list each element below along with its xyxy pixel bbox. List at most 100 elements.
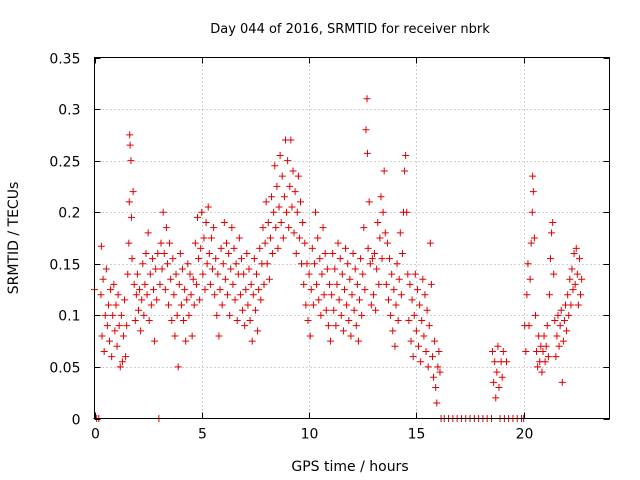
data-point — [256, 244, 264, 252]
data-point — [325, 280, 333, 288]
data-point — [205, 249, 213, 257]
data-point — [309, 301, 317, 309]
data-point — [288, 203, 296, 211]
data-point — [236, 291, 244, 299]
data-point — [200, 234, 208, 242]
data-point — [531, 311, 539, 319]
data-point — [551, 317, 559, 325]
data-point — [165, 301, 173, 309]
y-tick-label: 0.2 — [58, 206, 80, 222]
data-point — [97, 291, 105, 299]
data-point — [546, 255, 554, 263]
data-point — [318, 270, 326, 278]
data-point — [328, 291, 336, 299]
data-point — [151, 337, 159, 345]
data-point — [348, 291, 356, 299]
data-point — [170, 291, 178, 299]
data-point — [209, 265, 217, 273]
data-point — [314, 234, 322, 242]
data-point — [560, 317, 568, 325]
data-point — [213, 311, 221, 319]
x-tick-label: 15 — [408, 427, 426, 443]
data-point — [168, 317, 176, 325]
data-point — [379, 208, 387, 216]
data-point — [138, 296, 146, 304]
data-point — [266, 234, 274, 242]
data-point — [157, 239, 165, 247]
data-point — [190, 301, 198, 309]
data-point — [493, 368, 501, 376]
data-point — [554, 311, 562, 319]
data-point — [374, 219, 382, 227]
data-point — [548, 229, 556, 237]
data-point — [115, 322, 123, 330]
data-point — [212, 255, 220, 263]
data-point — [227, 265, 235, 273]
data-point — [272, 224, 280, 232]
data-point — [335, 296, 343, 304]
data-point — [154, 249, 162, 257]
data-point — [108, 353, 116, 361]
data-point — [529, 188, 537, 196]
data-point — [274, 244, 282, 252]
data-point — [125, 198, 133, 206]
data-point — [124, 270, 132, 278]
data-point — [332, 322, 340, 330]
data-point — [558, 378, 566, 386]
data-point — [251, 306, 259, 314]
data-point — [530, 234, 538, 242]
data-point — [377, 193, 385, 201]
data-point — [538, 368, 546, 376]
data-point — [522, 347, 530, 355]
data-point — [133, 270, 141, 278]
data-point — [117, 311, 125, 319]
data-point — [191, 239, 199, 247]
data-point — [203, 260, 211, 268]
data-point — [186, 270, 194, 278]
data-point — [233, 317, 241, 325]
data-point — [187, 291, 195, 299]
data-point — [254, 327, 262, 335]
data-point — [337, 311, 345, 319]
data-point — [356, 296, 364, 304]
data-point — [140, 311, 148, 319]
data-point — [338, 270, 346, 278]
data-point — [302, 301, 310, 309]
data-point — [201, 286, 209, 294]
data-point — [553, 332, 561, 340]
data-point — [397, 291, 405, 299]
data-point — [235, 234, 243, 242]
data-point — [431, 337, 439, 345]
data-point — [563, 327, 571, 335]
data-point — [184, 260, 192, 268]
data-point — [217, 244, 225, 252]
data-point — [324, 322, 332, 330]
data-point — [241, 322, 249, 330]
data-point — [404, 270, 412, 278]
data-point — [122, 353, 130, 361]
data-point — [147, 301, 155, 309]
data-point — [549, 219, 557, 227]
data-point — [344, 260, 352, 268]
data-point — [175, 280, 183, 288]
data-point — [327, 337, 335, 345]
data-point — [375, 280, 383, 288]
data-point — [221, 275, 229, 283]
data-point — [494, 342, 502, 350]
data-point — [224, 291, 232, 299]
data-point — [229, 280, 237, 288]
x-tick-label: 10 — [301, 427, 319, 443]
data-point — [180, 317, 188, 325]
data-point — [367, 301, 375, 309]
data-point — [192, 280, 200, 288]
data-point — [316, 255, 324, 263]
data-point — [577, 291, 585, 299]
data-point — [264, 219, 272, 227]
data-point — [291, 188, 299, 196]
x-axis: 0 5 10 15 20 — [91, 57, 534, 443]
x-tick-label: 20 — [516, 427, 534, 443]
data-point — [160, 249, 168, 257]
data-point — [371, 249, 379, 257]
data-point — [103, 322, 111, 330]
data-point — [202, 219, 210, 227]
